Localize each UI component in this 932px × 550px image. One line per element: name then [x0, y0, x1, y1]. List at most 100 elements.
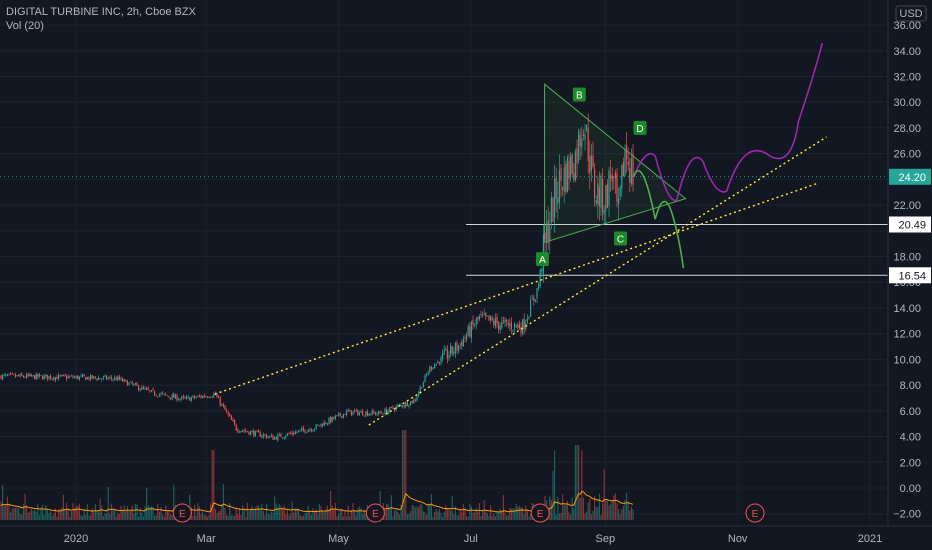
price-tick-label: 4.00	[900, 432, 921, 444]
volume-bar	[82, 515, 84, 520]
volume-bar	[27, 512, 29, 520]
volume-bar	[608, 505, 610, 520]
volume-bar	[626, 492, 628, 520]
volume-bar	[56, 516, 58, 520]
volume-bar	[117, 512, 119, 520]
volume-bar	[347, 505, 349, 520]
volume-bar	[430, 494, 432, 520]
candle-body	[222, 404, 224, 407]
time-scale-panel[interactable]	[0, 526, 932, 550]
volume-bar	[434, 512, 436, 520]
candle-body	[411, 400, 413, 404]
pattern-point-d: D	[633, 120, 647, 135]
volume-bar	[421, 504, 423, 520]
symbol-title[interactable]: DIGITAL TURBINE INC, 2h, Cboe BZX	[6, 6, 196, 18]
candle-body	[67, 376, 69, 379]
volume-bar	[293, 512, 295, 520]
pattern-point-b: B	[572, 87, 586, 102]
earnings-marker[interactable]: E	[172, 503, 192, 523]
volume-bar	[221, 504, 223, 520]
candle-body	[368, 413, 370, 417]
candle-body	[611, 175, 613, 182]
volume-bar	[264, 515, 266, 520]
volume-bar	[586, 511, 588, 520]
candle-body	[454, 342, 456, 354]
symmetrical-triangle-pattern[interactable]	[544, 83, 687, 244]
volume-bar	[286, 509, 288, 520]
svg-text:20.49: 20.49	[898, 219, 926, 231]
candle-body	[261, 436, 263, 438]
candle-body	[565, 164, 567, 192]
volume-bar	[8, 504, 10, 520]
bearish-projection-path[interactable]	[632, 170, 685, 269]
volume-bar	[5, 505, 7, 520]
candle-body	[466, 335, 468, 341]
volume-bar	[490, 505, 492, 520]
volume-bar	[227, 515, 229, 520]
earnings-marker[interactable]: E	[745, 503, 765, 523]
horizontal-levels[interactable]	[0, 176, 888, 276]
volume-bar	[144, 506, 146, 520]
volume-bar	[98, 511, 100, 520]
volume-bar	[19, 513, 21, 520]
volume-bar	[400, 505, 402, 520]
candle-body	[152, 389, 154, 391]
candle-body	[5, 374, 7, 376]
candle-body	[395, 406, 397, 410]
volume-bar	[355, 515, 357, 520]
earnings-marker[interactable]: E	[365, 503, 385, 523]
candle-body	[582, 134, 584, 136]
lower-trendline-dotted[interactable]	[368, 136, 827, 426]
volume-bar	[83, 508, 85, 520]
price-scale-panel[interactable]	[888, 0, 932, 526]
candle-body	[606, 183, 608, 209]
volume-bar	[427, 503, 429, 520]
volume-bar	[320, 506, 322, 520]
svg-text:D: D	[636, 124, 643, 135]
bullish-projection-path[interactable]	[632, 42, 824, 202]
candle-body	[437, 361, 439, 364]
candle-body	[379, 411, 381, 414]
price-tick-label: 34.00	[893, 46, 921, 58]
volume-bar	[555, 514, 557, 520]
volume-bar	[29, 511, 31, 520]
volume-bar	[334, 503, 336, 520]
candle-body	[245, 430, 247, 432]
volume-indicator-label[interactable]: Vol (20)	[6, 20, 44, 32]
volume-bar	[16, 507, 18, 520]
candle-body	[256, 430, 258, 432]
candle-body	[562, 187, 564, 190]
candle-body	[203, 395, 205, 397]
price-tick-label: 22.00	[893, 200, 921, 212]
volume-bar	[606, 500, 608, 520]
candle-body	[96, 378, 98, 380]
volume-bar	[282, 508, 284, 520]
candle-body	[210, 396, 212, 398]
candle-body	[14, 374, 16, 377]
candle-body	[470, 322, 472, 338]
candle-body	[218, 397, 220, 399]
candle-body	[581, 138, 583, 148]
candle-body	[342, 413, 344, 418]
volume-bar	[51, 516, 53, 520]
candle-body	[72, 376, 74, 378]
volume-bar	[299, 514, 301, 520]
volume-bar	[600, 515, 602, 520]
earnings-marker[interactable]: E	[530, 503, 550, 523]
volume-bar	[309, 511, 311, 520]
volume-bar	[304, 513, 306, 520]
candle-body	[554, 179, 556, 218]
candle-body	[453, 351, 455, 354]
volume-bar	[154, 515, 156, 520]
candle-body	[430, 366, 432, 370]
trendlines[interactable]	[214, 136, 827, 426]
candle-body	[182, 396, 184, 398]
upper-trendline-dotted[interactable]	[214, 182, 819, 395]
volume-bar	[232, 515, 234, 520]
candle-body	[507, 322, 509, 325]
candle-body	[517, 324, 519, 328]
volume-bar	[574, 445, 576, 520]
candle-body	[291, 432, 293, 434]
candle-body	[88, 376, 90, 380]
